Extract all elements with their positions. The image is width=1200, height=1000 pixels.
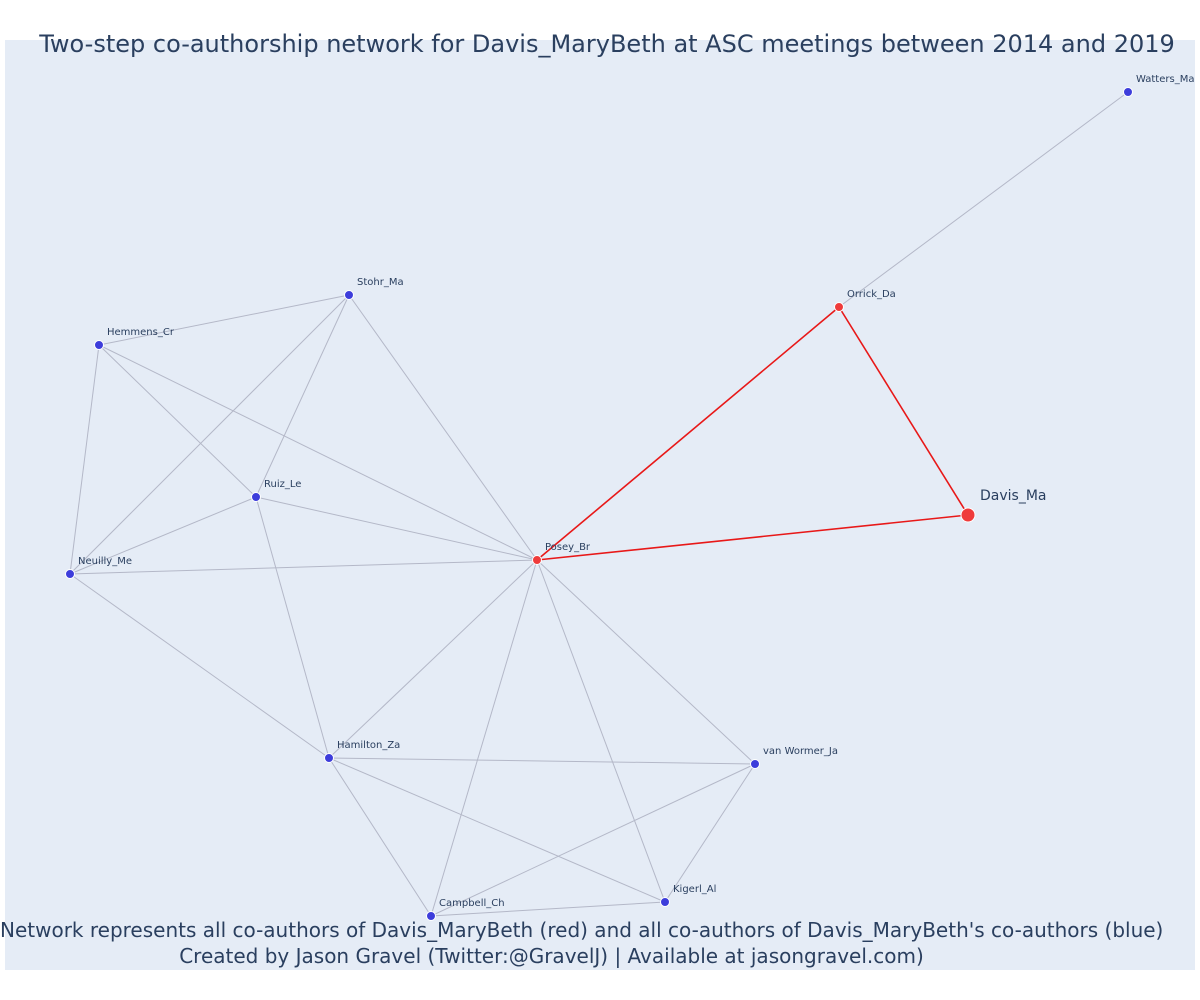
node-label-neuilly: Neuilly_Me [78, 556, 132, 567]
labels-layer: Davis_Ma Posey_Br Orrick_Da Watters_Ma Stohr… [78, 74, 1194, 909]
edge-neuilly-hamilton [69, 573, 330, 759]
edge-ruiz-hamilton [255, 496, 330, 759]
node-campbell[interactable] [426, 911, 436, 921]
node-vanwormer[interactable] [750, 759, 760, 769]
edge-posey-neuilly [69, 559, 538, 575]
edge-posey-vanwormer [536, 559, 756, 765]
plot-background [5, 40, 1195, 970]
edge-posey-hamilton [328, 559, 538, 759]
edge-davis-orrick [838, 306, 969, 516]
edges-layer [69, 91, 1129, 917]
edge-orrick-posey [536, 306, 840, 561]
nodes-layer [65, 87, 1133, 921]
node-label-stohr: Stohr_Ma [357, 277, 404, 288]
edge-hamilton-kigerl [328, 757, 666, 903]
node-label-posey: Posey_Br [545, 542, 591, 553]
caption-line-1: Network represents all co-authors of Dav… [0, 918, 1164, 942]
edge-posey-kigerl [536, 559, 666, 903]
node-label-vanwormer: van Wormer_Ja [763, 746, 838, 757]
node-label-hemmens: Hemmens_Cr [107, 327, 175, 338]
node-label-hamilton: Hamilton_Za [337, 740, 400, 751]
edge-posey-ruiz [255, 496, 538, 561]
edge-stohr-ruiz [255, 294, 350, 498]
caption-line-2: Created by Jason Gravel (Twitter:@Gravel… [179, 944, 924, 968]
node-ruiz[interactable] [251, 492, 261, 502]
edge-hemmens-neuilly [69, 344, 100, 575]
edge-vanwormer-campbell [430, 763, 756, 917]
edge-hamilton-vanwormer [328, 757, 756, 765]
edge-posey-stohr [348, 294, 538, 561]
node-label-davis: Davis_Ma [980, 488, 1047, 504]
node-label-kigerl: Kigerl_Al [673, 884, 716, 895]
edge-vanwormer-kigerl [664, 763, 756, 903]
edge-davis-posey [536, 514, 969, 561]
edge-stohr-neuilly [69, 294, 350, 575]
edge-hemmens-ruiz [98, 344, 257, 498]
edge-ruiz-neuilly [69, 496, 257, 575]
node-stohr[interactable] [344, 290, 354, 300]
node-davis[interactable] [960, 507, 976, 523]
node-hamilton[interactable] [324, 753, 334, 763]
node-label-orrick: Orrick_Da [847, 289, 896, 300]
node-kigerl[interactable] [660, 897, 670, 907]
node-label-ruiz: Ruiz_Le [264, 479, 301, 490]
node-hemmens[interactable] [94, 340, 104, 350]
edge-hamilton-campbell [328, 757, 432, 917]
edge-orrick-watters [838, 91, 1129, 308]
edge-posey-campbell [430, 559, 538, 917]
node-label-campbell: Campbell_Ch [439, 898, 505, 909]
edge-campbell-kigerl [430, 901, 666, 917]
chart-title: Two-step co-authorship network for Davis… [39, 30, 1175, 58]
edge-stohr-hemmens [98, 294, 350, 346]
node-neuilly[interactable] [65, 569, 75, 579]
edge-posey-hemmens [98, 344, 538, 561]
node-watters[interactable] [1123, 87, 1133, 97]
node-orrick[interactable] [834, 302, 844, 312]
node-posey[interactable] [532, 555, 542, 565]
node-label-watters: Watters_Ma [1136, 74, 1194, 85]
